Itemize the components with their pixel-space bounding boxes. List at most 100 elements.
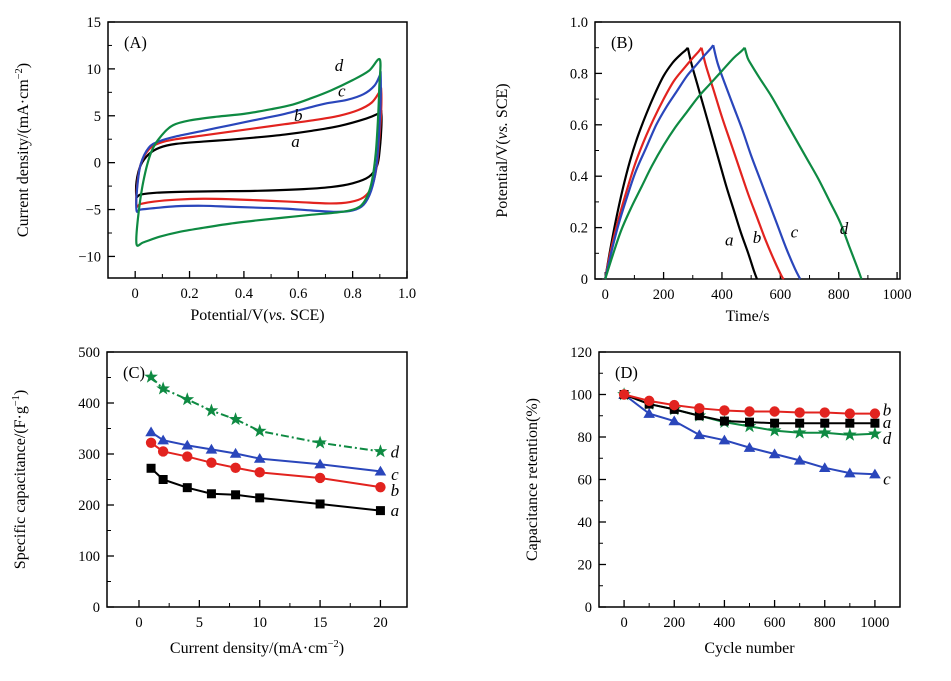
panel-B-label: (B) — [611, 33, 633, 52]
series-c-marker-triangle — [668, 415, 681, 426]
series-a-marker-square — [870, 418, 880, 428]
panel-B-series-b — [604, 47, 785, 280]
panel-C-x-tick-label: 0 — [135, 615, 142, 631]
series-b-marker-circle — [844, 408, 856, 419]
series-c-marker-triangle — [869, 468, 881, 479]
series-c-marker-triangle — [157, 434, 169, 445]
series-d-marker-star — [842, 427, 857, 441]
series-a-marker-square — [146, 463, 156, 473]
panel-D-curve-label-a: a — [883, 413, 892, 432]
panel-B-y-tick-label: 1.0 — [570, 15, 588, 31]
series-d-marker-star — [156, 381, 170, 395]
panel-B-x-tick-label: 1000 — [883, 287, 912, 303]
panel-B-y-tick-label: 0.4 — [570, 169, 589, 185]
panel-D-x-tick-label: 800 — [814, 615, 836, 631]
series-c-marker-triangle — [818, 462, 831, 473]
series-c-marker-triangle — [181, 439, 194, 450]
panel-C-x-tick-label: 10 — [252, 615, 267, 631]
panel-A-x-tick-label: 0.4 — [235, 286, 254, 302]
series-b-marker-circle — [643, 395, 655, 407]
series-d-marker-star — [144, 369, 158, 383]
panel-A-y-tick-label: 15 — [87, 15, 102, 31]
series-d-marker-star — [868, 426, 882, 440]
panel-D-curve-label-b: b — [883, 400, 892, 419]
panel-C-y-axis-title: Specific capacitance/(F·g−1) — [11, 390, 29, 569]
panel-B-x-tick-label: 600 — [769, 287, 791, 303]
panel-D-ticks — [599, 351, 876, 608]
panel-A-y-tick-label: 0 — [94, 156, 101, 172]
series-c-marker-triangle — [693, 429, 706, 440]
panel-A-y-tick-label: −5 — [86, 203, 101, 219]
panel-b-charge-discharge-chart: 0 200 400 600 800 1000 0 0.2 0.4 0.6 0.8 1.0 Time/s P… — [494, 15, 912, 325]
panel-A-y-axis-title: Current density/(mA·cm−2) — [14, 63, 32, 237]
series-d-marker-star — [792, 425, 807, 439]
panel-A-curve-label-c: c — [338, 81, 346, 100]
series-a-marker-square — [182, 483, 192, 493]
series-b-marker-circle — [719, 405, 730, 416]
panel-B-x-tick-label: 400 — [711, 287, 733, 303]
panel-A-series-b — [135, 86, 383, 208]
series-a-marker-square — [315, 499, 325, 509]
panel-A-label: (A) — [124, 33, 147, 52]
panel-A-x-tick-label: 0.2 — [180, 286, 198, 302]
panel-B-series-a — [604, 46, 759, 280]
series-c-line — [712, 44, 802, 280]
series-a-marker-square — [795, 418, 805, 428]
series-a-marker-square — [820, 418, 830, 428]
panel-A-x-axis-title: Potential/V(vs. SCE) — [190, 307, 324, 324]
panel-C-ticks — [107, 351, 382, 608]
panel-B-x-tick-label: 800 — [828, 287, 850, 303]
panel-D-x-tick-label: 600 — [764, 615, 786, 631]
series-a-marker-square — [206, 489, 216, 499]
series-c-marker-triangle — [253, 452, 266, 463]
panel-D-y-tick-label: 120 — [570, 345, 592, 361]
panel-C-x-axis-title: Current density/(mA·cm−2) — [170, 639, 344, 657]
panel-A-curve-label-b: b — [294, 106, 303, 125]
series-c-marker-triangle — [374, 465, 387, 476]
series-d-marker-star — [204, 403, 219, 417]
panel-A-plot-frame — [107, 21, 408, 279]
panel-A-y-tick-label: 5 — [94, 109, 101, 125]
panel-B-y-tick-label: 0.8 — [570, 66, 588, 82]
series-c-marker-triangle — [768, 448, 781, 459]
panel-B-curve-label-a: a — [725, 230, 734, 249]
series-d-marker-star — [313, 435, 327, 449]
panel-A-series-d — [135, 57, 382, 247]
series-a-marker-square — [694, 411, 704, 421]
panel-A-y-tick-label: −10 — [78, 249, 101, 265]
panel-D-y-axis-title: Capacitance retention(%) — [524, 398, 541, 561]
series-d-line — [135, 57, 382, 247]
panel-C-label: (C) — [123, 363, 145, 382]
panel-B-x-tick-label: 0 — [602, 287, 609, 303]
panel-B-y-tick-label: 0 — [581, 272, 588, 288]
panel-A-curve-label-d: d — [335, 56, 344, 75]
panel-D-y-tick-label: 40 — [578, 515, 593, 531]
series-d-marker-star — [817, 425, 832, 439]
panel-A-x-tick-label: 0.6 — [289, 286, 307, 302]
panel-a-cv-curves-chart: 0 0.2 0.4 0.6 0.8 1.0 −10 −5 0 5 10 15 Potential/V(v… — [14, 15, 416, 324]
series-c-marker-triangle — [205, 443, 218, 454]
panel-D-y-tick-label: 60 — [578, 473, 593, 489]
series-a-line — [134, 109, 383, 199]
series-b-marker-circle — [769, 406, 780, 417]
panel-B-x-axis-title: Time/s — [726, 308, 770, 325]
panel-A-x-tick-label: 0.8 — [344, 286, 362, 302]
panel-D-plot-frame — [598, 351, 901, 608]
series-a-marker-square — [770, 418, 780, 428]
panel-C-y-tick-label: 0 — [93, 600, 100, 616]
panel-D-curve-label-d: d — [883, 429, 892, 448]
series-d-marker-star — [767, 423, 782, 437]
series-b-marker-circle — [744, 406, 755, 417]
series-b-marker-circle — [869, 408, 881, 419]
panel-D-x-tick-label: 1000 — [860, 615, 889, 631]
series-b-marker-circle — [375, 481, 386, 493]
series-c-marker-triangle — [314, 458, 326, 469]
series-b-marker-circle — [230, 462, 241, 473]
panel-D-x-tick-label: 200 — [663, 615, 685, 631]
series-c-marker-triangle — [145, 426, 157, 437]
panel-B-x-tick-label: 200 — [653, 287, 675, 303]
series-b-marker-circle — [669, 399, 680, 411]
panel-A-series-a — [134, 109, 383, 199]
panel-C-curve-label-b: b — [391, 481, 400, 500]
